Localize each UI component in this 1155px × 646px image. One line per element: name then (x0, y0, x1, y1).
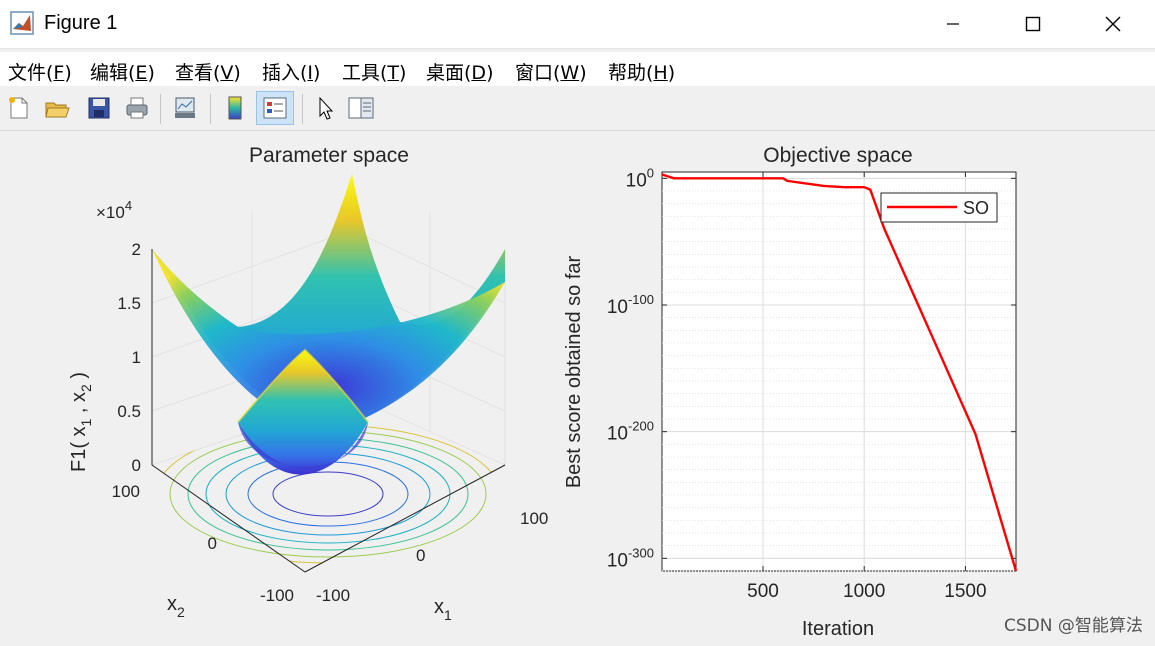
toolbar-separator (210, 94, 211, 124)
y-tick-label: 100 (626, 165, 654, 191)
title-bar: Figure 1 (0, 0, 1155, 49)
objective-space-axes: Objective space 100 10-100 10-200 10-300 500… (563, 144, 1018, 640)
new-figure-icon (9, 97, 28, 119)
open-file-icon (45, 102, 70, 118)
y-tick-label: 10-100 (607, 292, 654, 318)
link-plot-button[interactable] (170, 93, 200, 123)
menu-help[interactable]: 帮助(H) (608, 62, 676, 84)
chart-title-right: Objective space (763, 144, 912, 167)
plot-area (661, 171, 1017, 572)
x2-axis-label: x2 (167, 593, 185, 620)
z-tick: 1 (132, 348, 141, 367)
surface-mesh (152, 174, 505, 475)
z-tick: 0 (132, 456, 141, 475)
z-tick: 0.5 (117, 402, 141, 421)
menu-view[interactable]: 查看(V) (175, 62, 241, 84)
chart-title-left: Parameter space (249, 144, 409, 167)
z-exponent-label: ×104 (96, 198, 132, 222)
grid (662, 172, 1016, 572)
minimize-button[interactable] (925, 6, 981, 42)
y-tick-label: 10-200 (607, 419, 654, 445)
x1-tick: 100 (520, 509, 548, 528)
x2-axis-ticks: 100 0 -100 (112, 482, 294, 605)
menu-bar: 文件(F) 编辑(E) 查看(V) 插入(I) 工具(T) 桌面(D) 窗口(W… (0, 52, 1155, 126)
colorbar-icon (228, 96, 242, 120)
menu-edit[interactable]: 编辑(E) (90, 62, 155, 84)
surface-axes-lines (151, 249, 506, 573)
close-button[interactable] (1085, 6, 1141, 42)
z-axis-label: F1( x1 , x2 ) (68, 372, 94, 472)
x1-axis-label: x1 (434, 596, 452, 623)
watermark: CSDN @智能算法 (1004, 616, 1143, 636)
parameter-space-axes: Parameter space (68, 144, 548, 623)
figure-canvas: Parameter space (0, 132, 1155, 641)
colorbar-button[interactable] (220, 93, 250, 123)
menu-insert[interactable]: 插入(I) (262, 62, 321, 84)
new-figure-button[interactable] (4, 93, 34, 123)
minimize-icon (947, 23, 959, 25)
close-icon (1105, 16, 1121, 32)
maximize-button[interactable] (1005, 6, 1061, 42)
legend-button[interactable] (256, 91, 294, 125)
legend[interactable]: SO (880, 192, 998, 223)
y-tick-label: 10-300 (607, 545, 654, 571)
menu-desktop[interactable]: 桌面(D) (426, 62, 494, 84)
legend-icon (263, 97, 287, 119)
pointer-button[interactable] (310, 93, 340, 123)
save-button[interactable] (84, 93, 114, 123)
property-inspector-icon (348, 97, 374, 119)
save-icon (88, 97, 110, 119)
x-axis-label: Iteration (802, 618, 874, 640)
maximize-icon (1025, 16, 1041, 32)
legend-entry: SO (963, 198, 989, 218)
z-tick: 1.5 (117, 294, 141, 313)
print-button[interactable] (122, 93, 152, 123)
toolbar-separator (302, 94, 303, 124)
toolbar-separator (160, 94, 161, 124)
x1-axis-ticks: -100 0 100 (316, 509, 548, 605)
figure-toolbar (0, 88, 1155, 131)
link-plot-icon (175, 97, 195, 118)
z-tick: 2 (132, 240, 141, 259)
z-axis-ticks: 0 0.5 1 1.5 2 (117, 240, 141, 475)
x2-tick: -100 (260, 586, 294, 605)
x-tick-label: 1000 (843, 581, 885, 602)
matlab-icon (10, 11, 34, 35)
x2-tick: 0 (208, 534, 217, 553)
x-tick-label: 1500 (944, 581, 986, 602)
menu-file[interactable]: 文件(F) (8, 62, 72, 84)
open-file-button[interactable] (42, 93, 72, 123)
y-axis-label: Best score obtained so far (563, 255, 585, 488)
menu-window[interactable]: 窗口(W) (515, 62, 587, 84)
x2-tick: 100 (112, 482, 140, 501)
property-inspector-button[interactable] (346, 93, 376, 123)
window-title: Figure 1 (44, 12, 118, 34)
pointer-icon (319, 96, 334, 120)
menu-tools[interactable]: 工具(T) (342, 62, 407, 84)
plots-svg: Parameter space (68, 144, 1018, 640)
x1-tick: -100 (316, 586, 350, 605)
x1-tick: 0 (416, 546, 425, 565)
so-series-line (661, 173, 1018, 572)
print-icon (126, 97, 148, 119)
x-tick-label: 500 (747, 581, 779, 602)
